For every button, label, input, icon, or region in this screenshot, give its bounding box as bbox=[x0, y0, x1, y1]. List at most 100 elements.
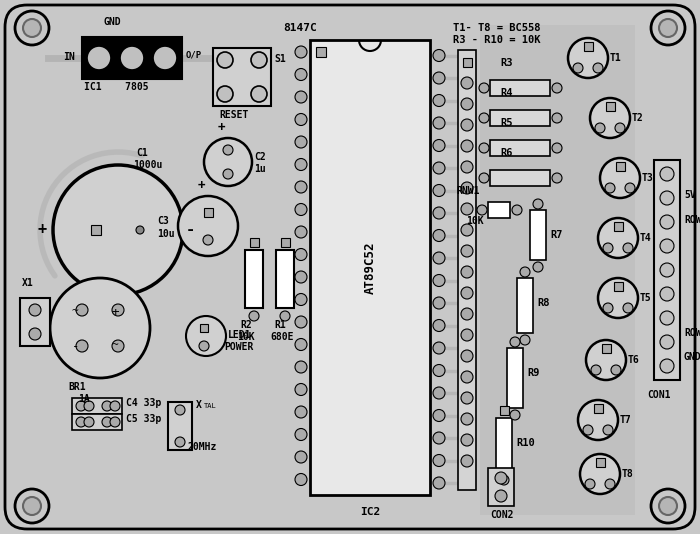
Circle shape bbox=[595, 123, 605, 133]
Circle shape bbox=[623, 303, 633, 313]
Bar bbox=[490, 140, 550, 156]
Circle shape bbox=[660, 191, 674, 205]
Circle shape bbox=[660, 287, 674, 301]
Text: T7: T7 bbox=[620, 415, 631, 425]
Bar bbox=[490, 110, 550, 126]
Bar bbox=[91, 225, 101, 235]
Circle shape bbox=[433, 162, 445, 174]
Bar bbox=[496, 418, 512, 473]
Circle shape bbox=[29, 304, 41, 316]
Circle shape bbox=[651, 489, 685, 523]
Text: 10K: 10K bbox=[466, 216, 484, 226]
Circle shape bbox=[461, 224, 473, 236]
Circle shape bbox=[84, 401, 94, 411]
Text: R3: R3 bbox=[500, 58, 512, 68]
Circle shape bbox=[295, 271, 307, 283]
Circle shape bbox=[217, 52, 233, 68]
Bar bbox=[480, 25, 635, 515]
Circle shape bbox=[295, 406, 307, 418]
Circle shape bbox=[23, 19, 41, 37]
Text: 5V: 5V bbox=[684, 190, 696, 200]
Circle shape bbox=[520, 335, 530, 345]
Text: 1A: 1A bbox=[78, 394, 90, 404]
Text: T2: T2 bbox=[632, 113, 644, 123]
Circle shape bbox=[433, 72, 445, 84]
Circle shape bbox=[23, 497, 41, 515]
Circle shape bbox=[433, 365, 445, 376]
Circle shape bbox=[433, 252, 445, 264]
Circle shape bbox=[295, 203, 307, 216]
Circle shape bbox=[50, 278, 150, 378]
Bar bbox=[490, 170, 550, 186]
Circle shape bbox=[295, 226, 307, 238]
Circle shape bbox=[433, 230, 445, 241]
Text: GND: GND bbox=[684, 352, 700, 362]
Circle shape bbox=[102, 401, 112, 411]
Circle shape bbox=[603, 425, 613, 435]
Text: LED1: LED1 bbox=[228, 330, 251, 340]
Circle shape bbox=[295, 451, 307, 463]
Circle shape bbox=[433, 454, 445, 467]
Text: ~: ~ bbox=[72, 306, 78, 316]
Circle shape bbox=[433, 410, 445, 421]
Circle shape bbox=[611, 365, 621, 375]
Circle shape bbox=[433, 477, 445, 489]
Text: R1: R1 bbox=[274, 320, 286, 330]
Bar bbox=[316, 47, 326, 57]
Circle shape bbox=[651, 11, 685, 45]
Bar bbox=[615, 161, 624, 170]
Circle shape bbox=[433, 387, 445, 399]
Text: -: - bbox=[72, 340, 80, 353]
Circle shape bbox=[461, 98, 473, 110]
Circle shape bbox=[583, 425, 593, 435]
Text: C1: C1 bbox=[136, 148, 148, 158]
Circle shape bbox=[585, 479, 595, 489]
Circle shape bbox=[217, 86, 233, 102]
Circle shape bbox=[660, 359, 674, 373]
Text: 20MHz: 20MHz bbox=[188, 442, 218, 452]
Circle shape bbox=[552, 113, 562, 123]
Circle shape bbox=[186, 316, 226, 356]
Bar bbox=[601, 343, 610, 352]
Text: TAL: TAL bbox=[204, 403, 217, 409]
Circle shape bbox=[295, 361, 307, 373]
Circle shape bbox=[479, 173, 489, 183]
Bar bbox=[463, 58, 472, 67]
Circle shape bbox=[112, 304, 124, 316]
Text: C4 33p: C4 33p bbox=[126, 398, 161, 408]
Circle shape bbox=[461, 182, 473, 194]
Bar bbox=[490, 80, 550, 96]
Text: T1- T8 = BC558: T1- T8 = BC558 bbox=[453, 23, 540, 33]
Circle shape bbox=[552, 173, 562, 183]
Circle shape bbox=[295, 136, 307, 148]
Text: S1: S1 bbox=[274, 54, 286, 64]
Text: 1000u: 1000u bbox=[133, 160, 162, 170]
Circle shape bbox=[433, 432, 445, 444]
Bar bbox=[517, 278, 533, 333]
Circle shape bbox=[76, 304, 88, 316]
Circle shape bbox=[591, 365, 601, 375]
Circle shape bbox=[461, 434, 473, 446]
Bar bbox=[72, 414, 122, 430]
Bar bbox=[82, 37, 182, 79]
Text: T5: T5 bbox=[640, 293, 652, 303]
Text: ~: ~ bbox=[112, 340, 119, 350]
Text: BR1: BR1 bbox=[68, 382, 85, 392]
Circle shape bbox=[76, 417, 86, 427]
Circle shape bbox=[461, 77, 473, 89]
Circle shape bbox=[53, 165, 183, 295]
Text: R5: R5 bbox=[500, 118, 512, 128]
Text: CON2: CON2 bbox=[490, 510, 514, 520]
Circle shape bbox=[178, 196, 238, 256]
Circle shape bbox=[660, 215, 674, 229]
Bar bbox=[606, 101, 615, 111]
Circle shape bbox=[495, 472, 507, 484]
Circle shape bbox=[533, 199, 543, 209]
Circle shape bbox=[660, 335, 674, 349]
Text: T8: T8 bbox=[622, 469, 634, 479]
Text: RESET: RESET bbox=[219, 110, 248, 120]
Circle shape bbox=[110, 401, 120, 411]
Circle shape bbox=[120, 46, 144, 70]
Circle shape bbox=[660, 263, 674, 277]
Bar bbox=[310, 40, 430, 495]
